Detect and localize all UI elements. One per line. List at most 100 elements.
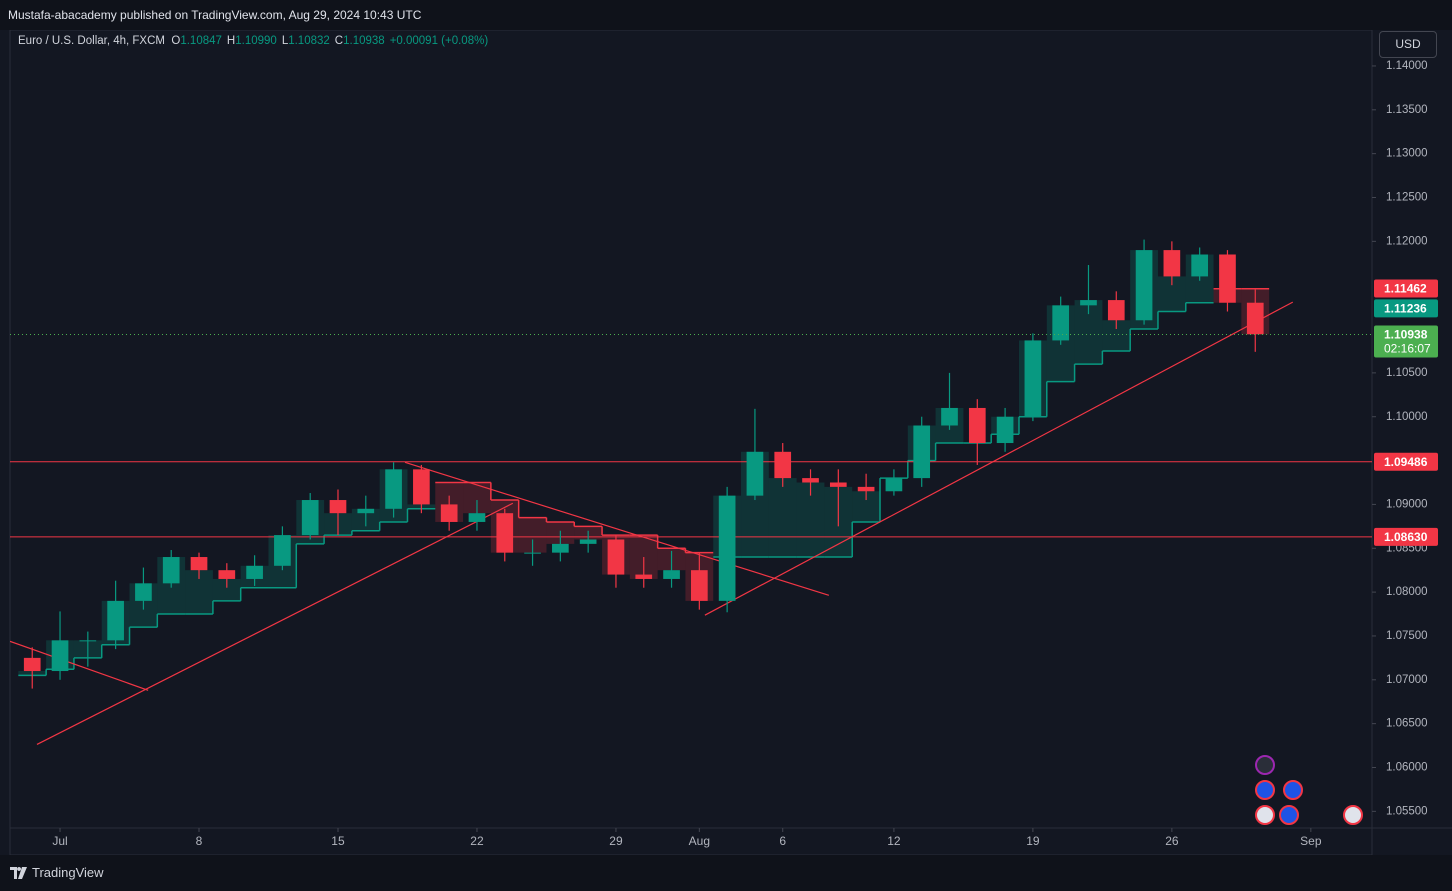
- price-tag-bg: [1374, 452, 1438, 471]
- price-tag-bg: [1374, 325, 1438, 358]
- logo: [10, 867, 27, 879]
- x-tick-label: Aug: [689, 834, 710, 848]
- candle-body: [663, 570, 680, 579]
- candle-body: [913, 425, 931, 479]
- candle-body: [718, 495, 736, 601]
- y-tick-label: 1.07000: [1386, 674, 1428, 686]
- candle-body: [635, 574, 653, 579]
- candle-body: [1135, 250, 1153, 321]
- ohlc: O1.10847 H1.10990 L1.10832 C1.10938: [171, 35, 389, 47]
- candle-body: [1246, 302, 1264, 335]
- trendline: [404, 461, 830, 596]
- candle-body: [691, 570, 708, 601]
- candle-body: [1024, 340, 1042, 417]
- candle-body: [607, 539, 625, 575]
- price-tag-bg: [1374, 299, 1438, 318]
- y-tick-label: 1.14000: [1386, 60, 1428, 72]
- candle-body: [23, 657, 41, 672]
- event-icon[interactable]: [1279, 805, 1299, 825]
- x-tick-label: 12: [887, 834, 901, 848]
- trail-fill: [212, 578, 241, 601]
- candle-body: [329, 500, 347, 514]
- ohlc-key: L: [281, 35, 289, 47]
- symbol-legend: Euro / U.S. Dollar, 4h, FXCM O1.10847 H1.…: [18, 35, 493, 47]
- candle-body: [51, 640, 69, 672]
- candle-body: [107, 600, 124, 641]
- price-tag: 1.10938: [1384, 328, 1428, 342]
- candle-body: [1052, 305, 1070, 341]
- candle-body: [468, 513, 486, 522]
- candle-body: [1191, 254, 1209, 277]
- axes: 1.05500 1.06000 1.06500 1.07000 1.07500 1.080…: [52, 60, 1438, 848]
- candle-body: [190, 557, 208, 571]
- ohlc-value: 1.10832: [288, 35, 330, 47]
- y-tick-label: 1.08000: [1386, 586, 1428, 598]
- ohlc-value: 1.10938: [343, 35, 385, 47]
- candle-body: [829, 482, 847, 487]
- price-tag-bg: [1374, 527, 1438, 546]
- currency-button[interactable]: USD: [1379, 31, 1437, 58]
- y-tick-label: 1.06000: [1386, 762, 1428, 774]
- candle-body: [79, 640, 97, 642]
- candle-body: [246, 565, 263, 579]
- candle-body: [774, 451, 792, 479]
- event-icons: [1255, 755, 1363, 825]
- candle-body: [524, 552, 541, 554]
- y-tick-label: 1.06500: [1386, 718, 1428, 730]
- y-tick-label: 1.12500: [1386, 192, 1428, 204]
- price-tag-bg: [1374, 279, 1438, 298]
- x-tick-label: 29: [609, 834, 623, 848]
- x-tick-label: Jul: [52, 834, 67, 848]
- event-icon[interactable]: [1255, 805, 1275, 825]
- publish-bar: Mustafa-abacademy published on TradingVi…: [0, 0, 1452, 30]
- y-tick-label: 1.13500: [1386, 104, 1428, 116]
- candle-body: [218, 570, 236, 579]
- candle-body: [1219, 254, 1236, 303]
- event-icon[interactable]: [1283, 780, 1303, 800]
- trail-fill: [768, 478, 797, 558]
- trendline: [36, 502, 514, 745]
- candle-body: [385, 469, 402, 509]
- plot-frame: [9, 29, 1373, 856]
- price-tag: 1.09486: [1384, 455, 1428, 469]
- candle-body: [357, 508, 375, 514]
- ohlc-value: 1.10847: [180, 35, 222, 47]
- candle-body: [579, 539, 597, 544]
- candle-body: [301, 500, 319, 536]
- candle-body: [162, 557, 180, 584]
- event-icon[interactable]: [1255, 755, 1275, 775]
- candle-body: [413, 469, 430, 505]
- ohlc-key: O: [171, 35, 181, 47]
- candle-body: [135, 583, 152, 601]
- candle-body: [440, 504, 458, 522]
- x-tick-label: 8: [196, 834, 203, 848]
- y-tick-label: 1.09000: [1386, 498, 1428, 510]
- y-tick-label: 1.12000: [1386, 235, 1428, 247]
- ohlc-key: C: [334, 35, 344, 47]
- candle-body: [857, 486, 875, 492]
- y-tick-label: 1.05500: [1386, 805, 1428, 817]
- event-icon[interactable]: [1255, 780, 1275, 800]
- candle-body: [885, 478, 903, 492]
- footer: TradingView: [0, 855, 1452, 891]
- price-tag: 1.11236: [1384, 302, 1427, 316]
- candle-body: [552, 543, 569, 553]
- x-tick-label: 26: [1165, 834, 1179, 848]
- x-tick-label: 15: [331, 834, 345, 848]
- candle-body: [802, 478, 819, 483]
- x-tick-label: 6: [779, 834, 786, 848]
- x-tick-label: 22: [470, 834, 484, 848]
- x-tick-label: 19: [1026, 834, 1040, 848]
- candle-body: [496, 513, 514, 553]
- countdown: 02:16:07: [1384, 342, 1431, 356]
- price-tag: 1.11462: [1384, 282, 1427, 296]
- candle-body: [1080, 300, 1097, 306]
- candle-body: [996, 416, 1014, 444]
- y-tick-label: 1.10000: [1386, 411, 1428, 423]
- candle-body: [1107, 300, 1125, 321]
- event-icon[interactable]: [1343, 805, 1363, 825]
- brand: TradingView: [32, 865, 104, 880]
- trendline: [10, 640, 149, 691]
